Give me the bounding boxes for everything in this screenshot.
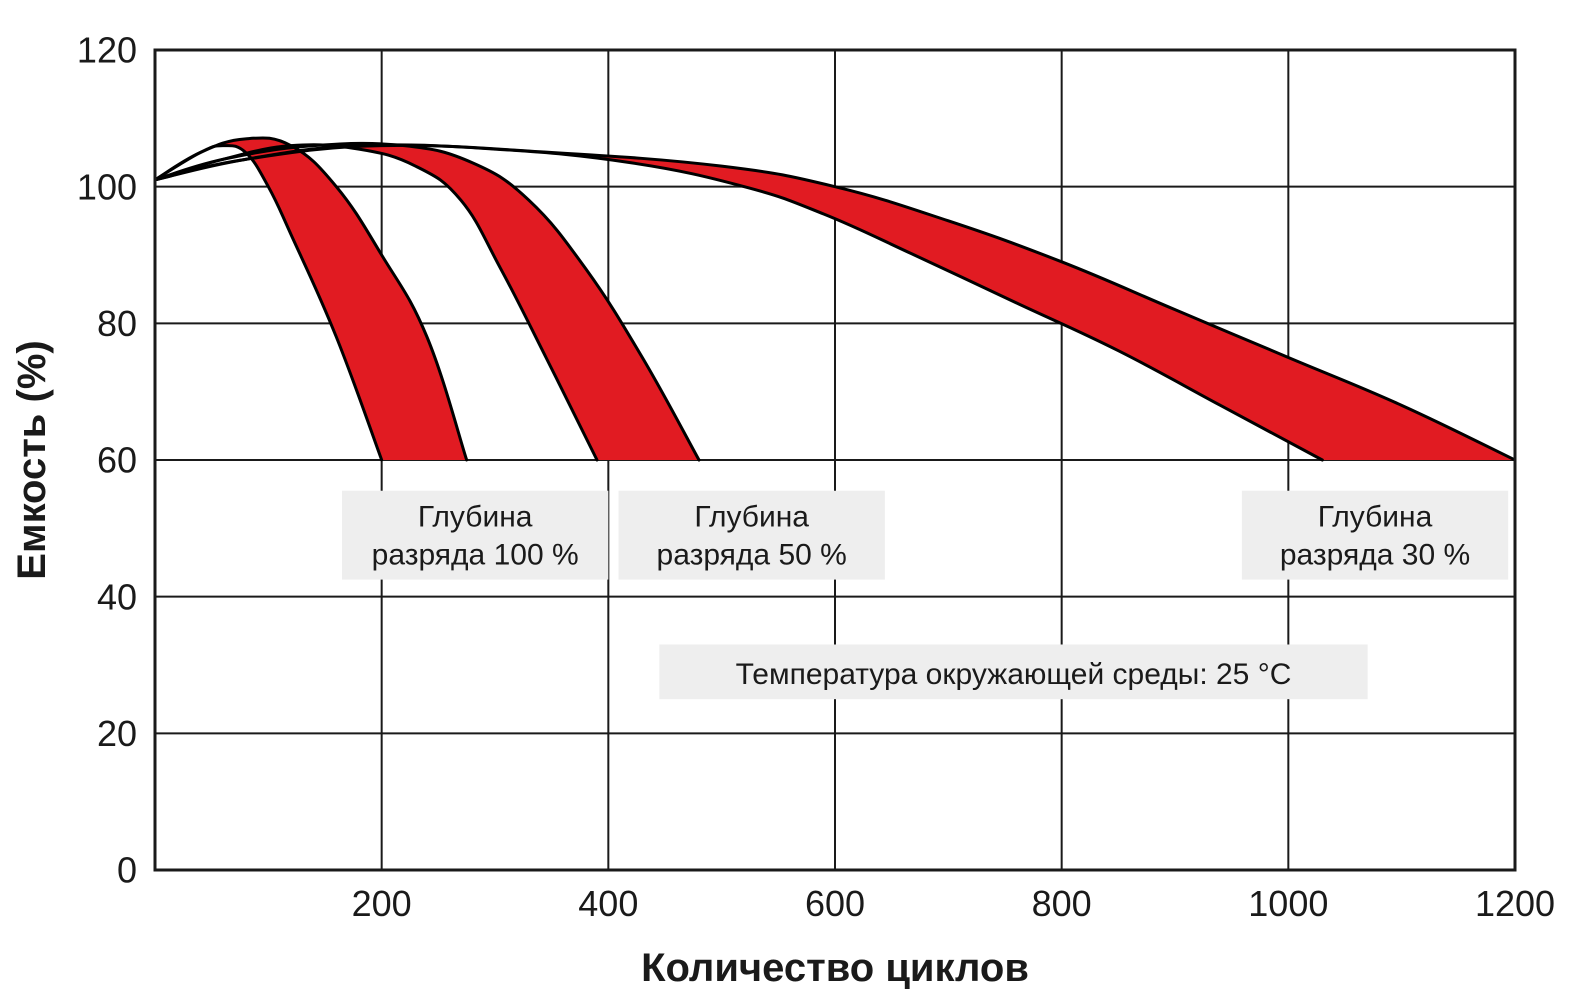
x-tick-800: 800 [1032, 883, 1092, 924]
y-tick-20: 20 [97, 713, 137, 754]
label-line2-dod30: разряда 30 % [1280, 538, 1470, 571]
y-tick-100: 100 [77, 166, 137, 207]
y-tick-0: 0 [117, 850, 137, 891]
x-axis-label: Количество циклов [641, 946, 1029, 990]
chart-svg: Глубина разряда 100 % Глубина разряда 50 % Г… [0, 0, 1572, 1000]
label-line1-dod30: Глубина [1318, 500, 1433, 533]
y-tick-40: 40 [97, 576, 137, 617]
y-tick-120: 120 [77, 30, 137, 71]
label-line1-dod50: Глубина [694, 500, 809, 533]
chart-root: Глубина разряда 100 % Глубина разряда 50 % Г… [0, 0, 1572, 1000]
label-line1-dod100: Глубина [418, 500, 533, 533]
y-tick-80: 80 [97, 303, 137, 344]
y-tick-60: 60 [97, 440, 137, 481]
x-tick-200: 200 [352, 883, 412, 924]
x-tick-600: 600 [805, 883, 865, 924]
y-axis-label: Емкость (%) [10, 340, 54, 579]
x-tick-1200: 1200 [1475, 883, 1555, 924]
note-text: Температура окружающей среды: 25 °С [736, 658, 1292, 691]
label-line2-dod100: разряда 100 % [372, 538, 579, 571]
x-tick-1000: 1000 [1248, 883, 1328, 924]
x-tick-400: 400 [578, 883, 638, 924]
label-line2-dod50: разряда 50 % [657, 538, 847, 571]
